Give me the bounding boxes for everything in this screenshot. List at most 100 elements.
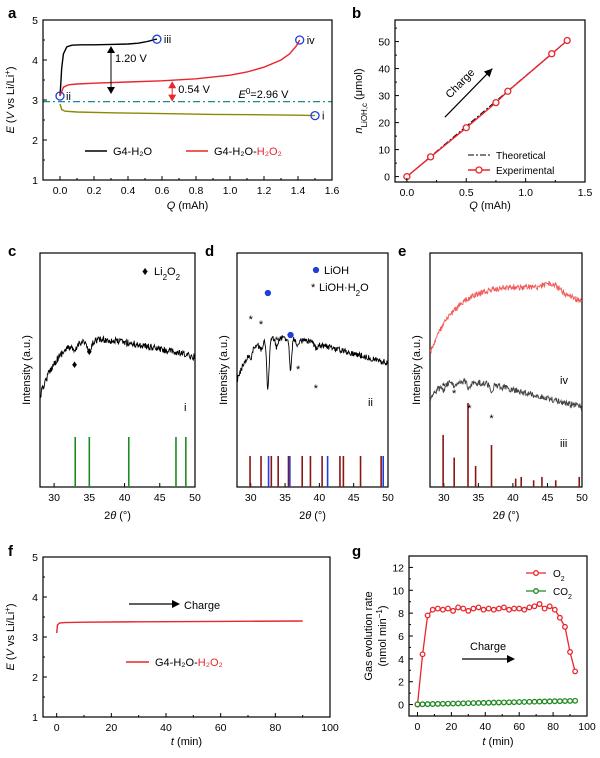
panel-g-x-label: t (min): [482, 736, 513, 748]
panel-e-xrd-curve-iii: [429, 377, 583, 412]
panel-g-o2-point: [526, 604, 533, 611]
panel-g-legend-co2-marker: [533, 588, 539, 594]
panel-e-star: *: [452, 388, 457, 400]
panel-g-co2-point: [495, 699, 502, 706]
panel-c-x-label: 2θ (°): [104, 510, 131, 522]
panel-f-red-curve: [56, 620, 303, 634]
panel-a-label-ii: ii: [66, 91, 71, 103]
panel-g-y-label-2: (nmol min−1): [375, 605, 390, 666]
panel-b-charge-text: Charge: [444, 67, 478, 101]
panel-c-x-tick-label: 35: [83, 492, 95, 504]
panel-g-co2-point: [419, 701, 426, 708]
panel-c-frame: [39, 252, 196, 488]
panel-c-x-tick-label: 30: [48, 492, 60, 504]
panel-g-o2-point: [500, 604, 507, 611]
panel-a-x-tick-label: 1.0: [223, 185, 238, 197]
panel-g-co2-point: [429, 701, 436, 707]
panel-a-e0-text: E0=2.96 V: [239, 87, 290, 102]
panel-g-o2-point: [445, 605, 451, 612]
panel-g-co2-point: [541, 698, 548, 705]
panel-g-y-tick-label: 2: [398, 677, 404, 689]
panel-a-label-iii: iii: [164, 34, 171, 46]
panel-g-o2-point: [455, 604, 462, 611]
panel-e-label-iii: iii: [560, 438, 567, 450]
panel-g-co2-point: [424, 701, 431, 708]
panel-a-y-tick-label: 5: [32, 15, 38, 27]
panel-a-black-curve: [59, 38, 158, 97]
panel-g-o2-point: [546, 603, 553, 610]
panel-g-co2-point: [526, 698, 533, 705]
panel-g-o2-line: [416, 603, 576, 705]
panel-c-x-tick-label: 45: [154, 492, 166, 504]
panel-f-legend-text: G4-H₂O-H₂O₂: [155, 657, 223, 669]
panel-a-x-tick-label: 0.8: [189, 185, 204, 197]
panel-c-curve-label: i: [184, 402, 186, 414]
panel-g-o2-point: [485, 605, 492, 612]
panel-b-legend-experimental-marker: [475, 166, 483, 174]
panel-a-marker-ii: [55, 91, 65, 101]
panel-g-charge-arrow-head: [507, 655, 515, 663]
panel-g-o2-point: [429, 606, 436, 613]
panel-g-co2-point: [450, 700, 457, 707]
panel-b-label: b: [352, 5, 361, 22]
panel-f-y-tick-label: 4: [32, 592, 38, 604]
panel-d-label: d: [205, 243, 214, 260]
panel-f-charge-arrow-head: [172, 600, 180, 608]
panel-a-y-tick-label: 4: [32, 55, 38, 67]
panel-b-x-tick-label: 0.0: [400, 187, 415, 199]
panel-g-co2-point: [511, 699, 518, 706]
panel-d-legend-star: *: [311, 282, 316, 294]
panel-g-y-label-1: Gas evolution rate: [363, 591, 375, 680]
panel-g-o2-point: [572, 668, 579, 675]
panel-a-x-tick-label: 1.6: [325, 185, 340, 197]
panel-b-y-tick-label: 0: [384, 172, 390, 184]
panel-e-star: *: [467, 403, 472, 415]
panel-d-legend-lioh-h2o: LiOH·H2O: [319, 282, 369, 298]
panel-g-co2-point: [500, 699, 507, 706]
panel-b-charge-arrow: [444, 68, 493, 118]
panel-a-gap2-head-down: [168, 94, 177, 102]
panel-g-co2-point: [506, 699, 512, 706]
panel-c-y-label: Intensity (a.u.): [21, 335, 33, 405]
panel-c-peak-marker: ♦: [72, 359, 78, 371]
panel-e-label: e: [398, 243, 406, 260]
panel-e-y-label: Intensity (a.u.): [411, 335, 423, 405]
panel-g-co2-point: [567, 697, 573, 704]
panel-b-legend-experimental-text: Experimental: [496, 166, 554, 177]
panel-d-star: *: [275, 335, 280, 347]
panel-g-o2-point: [531, 603, 538, 610]
panel-g-co2-point: [485, 699, 492, 706]
panel-b-x-tick-label: 1.0: [518, 187, 533, 199]
panel-a-marker-iv: [295, 35, 305, 45]
panel-g-y-tick-label: 6: [398, 631, 404, 643]
panel-g-o2-point: [460, 605, 467, 612]
panel-a-x-tick-label: 0.6: [155, 185, 170, 197]
panel-g-o2-point: [495, 605, 502, 612]
panel-b-charge-arrow-head: [483, 68, 493, 78]
panel-a-label: a: [8, 5, 17, 22]
panel-d-x-tick-label: 30: [245, 492, 257, 504]
panel-a-gap2-head-up: [168, 81, 177, 89]
panel-g-co2-point: [521, 698, 528, 705]
panel-g-o2-point: [541, 605, 548, 612]
panel-g-o2-point: [470, 605, 477, 612]
panel-g-o2-point: [480, 606, 487, 613]
panel-d-x-tick-label: 35: [279, 492, 291, 504]
panel-g-x-tick-label: 100: [578, 721, 596, 733]
panel-a-red-curve: [59, 39, 301, 97]
panel-f-x-label: t (min): [171, 736, 202, 748]
panel-b-legend-theoretical-text: Theoretical: [496, 151, 545, 162]
panel-b-frame: [394, 19, 586, 183]
panel-b-experimental-point: [492, 98, 500, 107]
panel-f-x-tick-label: 80: [269, 722, 281, 734]
panel-b-y-tick-label: 50: [378, 37, 390, 49]
panel-a-label-i: i: [322, 111, 324, 123]
panel-g-o2-point: [511, 605, 518, 612]
panel-c-legend-text: Li2O2: [154, 266, 181, 282]
panel-b-x-tick-label: 1.5: [578, 187, 593, 199]
panel-g-y-tick-label: 12: [392, 562, 404, 574]
panel-d-lioh-dot: [287, 331, 294, 339]
panel-g-x-tick-label: 80: [547, 721, 559, 733]
panel-f-label: f: [8, 543, 14, 560]
panel-g-co2-point: [465, 700, 472, 707]
